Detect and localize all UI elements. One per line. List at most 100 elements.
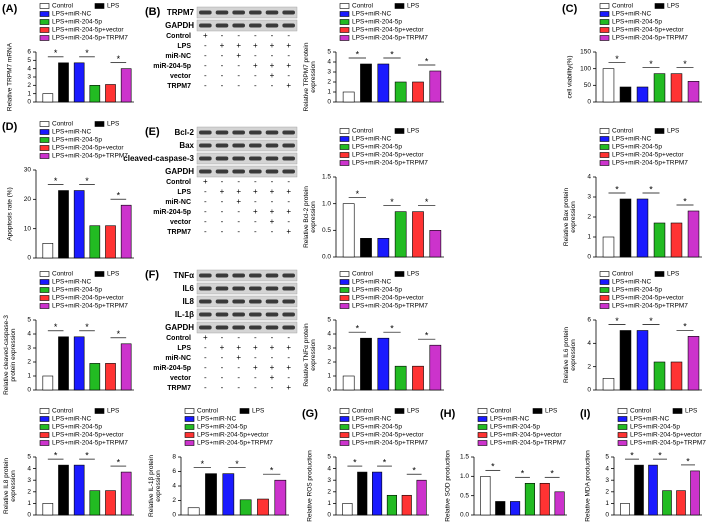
significance-label: * (235, 459, 239, 469)
treatment-sign: + (253, 41, 258, 50)
legend-swatch (184, 440, 195, 446)
treatment-sign: - (237, 217, 240, 226)
legend-swatch (394, 3, 405, 9)
y-tick-label: 5 (605, 454, 609, 461)
legend-label: LPS (407, 128, 420, 135)
treatment-sign: - (221, 51, 224, 60)
legend-swatch (94, 121, 105, 127)
legend-label: LPS+miR-204-5p+TRPM7 (612, 160, 688, 167)
legend-label: LPS (407, 271, 420, 278)
bar (619, 198, 632, 258)
bar (394, 365, 407, 391)
legend-swatch (339, 303, 350, 309)
legend-swatch (477, 416, 488, 422)
legend-swatch (39, 3, 50, 9)
bar (360, 337, 372, 391)
legend-swatch (39, 129, 50, 135)
bar (222, 473, 235, 516)
blot-band (215, 286, 229, 291)
y-tick-label: 5 (327, 454, 331, 461)
significance-label: * (54, 48, 58, 58)
legend-swatch (39, 408, 50, 414)
treatment-sign: - (254, 31, 257, 40)
treatment-sign: - (204, 41, 207, 50)
y-tick-label: 30 (24, 167, 32, 174)
legend-label: Control (52, 121, 74, 128)
legend-label: LPS+miR-204-5p (612, 19, 662, 26)
legend-label: Control (630, 408, 652, 415)
legend-label: LPS (545, 408, 558, 415)
legend-swatch (339, 295, 350, 301)
legend-label: LPS+miR-NC (52, 279, 91, 286)
treatment-sign: - (237, 363, 240, 372)
legend-swatch (339, 279, 350, 285)
significance-label: * (615, 316, 619, 326)
blot-band (215, 325, 229, 330)
blot-band (249, 325, 262, 330)
significance-label: * (390, 49, 394, 59)
legend-label: LPS+miR-204-5p (490, 424, 540, 431)
significance-label: * (425, 331, 429, 341)
blot-band (282, 169, 295, 174)
bar (653, 222, 666, 258)
legend-swatch (477, 440, 488, 446)
blot-band (249, 273, 262, 278)
y-tick-label: 2 (172, 497, 176, 504)
bar (394, 211, 407, 258)
legend-label: LPS+miR-NC (612, 11, 651, 18)
legend-swatch (477, 408, 488, 414)
significance-label: * (54, 176, 58, 186)
significance-label: * (117, 191, 121, 201)
blot-strip (196, 269, 298, 282)
treatment-sign: - (287, 373, 290, 382)
legend-swatch (394, 128, 405, 134)
y-tick-label: 2 (27, 359, 31, 366)
bar (429, 344, 442, 391)
legend-label: LPS+miR-204-5p+TRPM7 (490, 440, 566, 447)
legend-label: LPS+miR-204-5p+vector (490, 432, 562, 439)
treatment-sign: + (253, 343, 258, 352)
treatment-sign: - (271, 333, 274, 342)
legend-label: LPS+miR-204-5p+vector (52, 432, 124, 439)
bar (105, 225, 116, 259)
significance-label: * (383, 457, 387, 467)
blot-band (215, 299, 229, 304)
legend-swatch (477, 424, 488, 430)
legend-swatch (339, 424, 350, 430)
blot-band (199, 325, 212, 330)
bar (670, 222, 683, 258)
treatment-sign: - (254, 217, 257, 226)
y-tick-label: 1 (605, 500, 609, 507)
bar (429, 230, 442, 258)
bar (619, 330, 632, 391)
bar (687, 210, 700, 258)
legend-swatch (617, 416, 628, 422)
treatment-sign: + (203, 31, 208, 40)
legend-swatch (39, 271, 50, 277)
row-label: TRPM7 (167, 83, 191, 90)
band-label: GAPDH (165, 323, 194, 332)
y-tick-label: 0 (27, 99, 31, 106)
legend-label: LPS+miR-NC (52, 416, 91, 423)
y-tick-label: 4 (27, 465, 31, 472)
treatment-sign: + (220, 343, 225, 352)
treatment-sign: + (253, 61, 258, 70)
panel-label: (B) (145, 6, 161, 18)
blot-band (199, 286, 212, 291)
row-label: TRPM7 (167, 385, 191, 392)
legend-swatch (599, 160, 610, 166)
legend-label: LPS (407, 3, 420, 10)
treatment-sign: - (221, 31, 224, 40)
significance-label: * (85, 322, 89, 332)
blot-band (249, 169, 262, 174)
significance-label: * (54, 450, 58, 460)
y-axis-label: expression (570, 339, 577, 371)
legend-label: LPS+miR-204-5p+TRPM7 (52, 440, 128, 447)
band-label: GAPDH (165, 167, 194, 176)
y-tick-label: 1 (327, 89, 331, 96)
legend-label: LPS+miR-204-5p+vector (52, 27, 124, 34)
legend-label: Control (352, 128, 374, 135)
treatment-sign: + (286, 61, 291, 70)
significance-label: * (649, 316, 653, 326)
